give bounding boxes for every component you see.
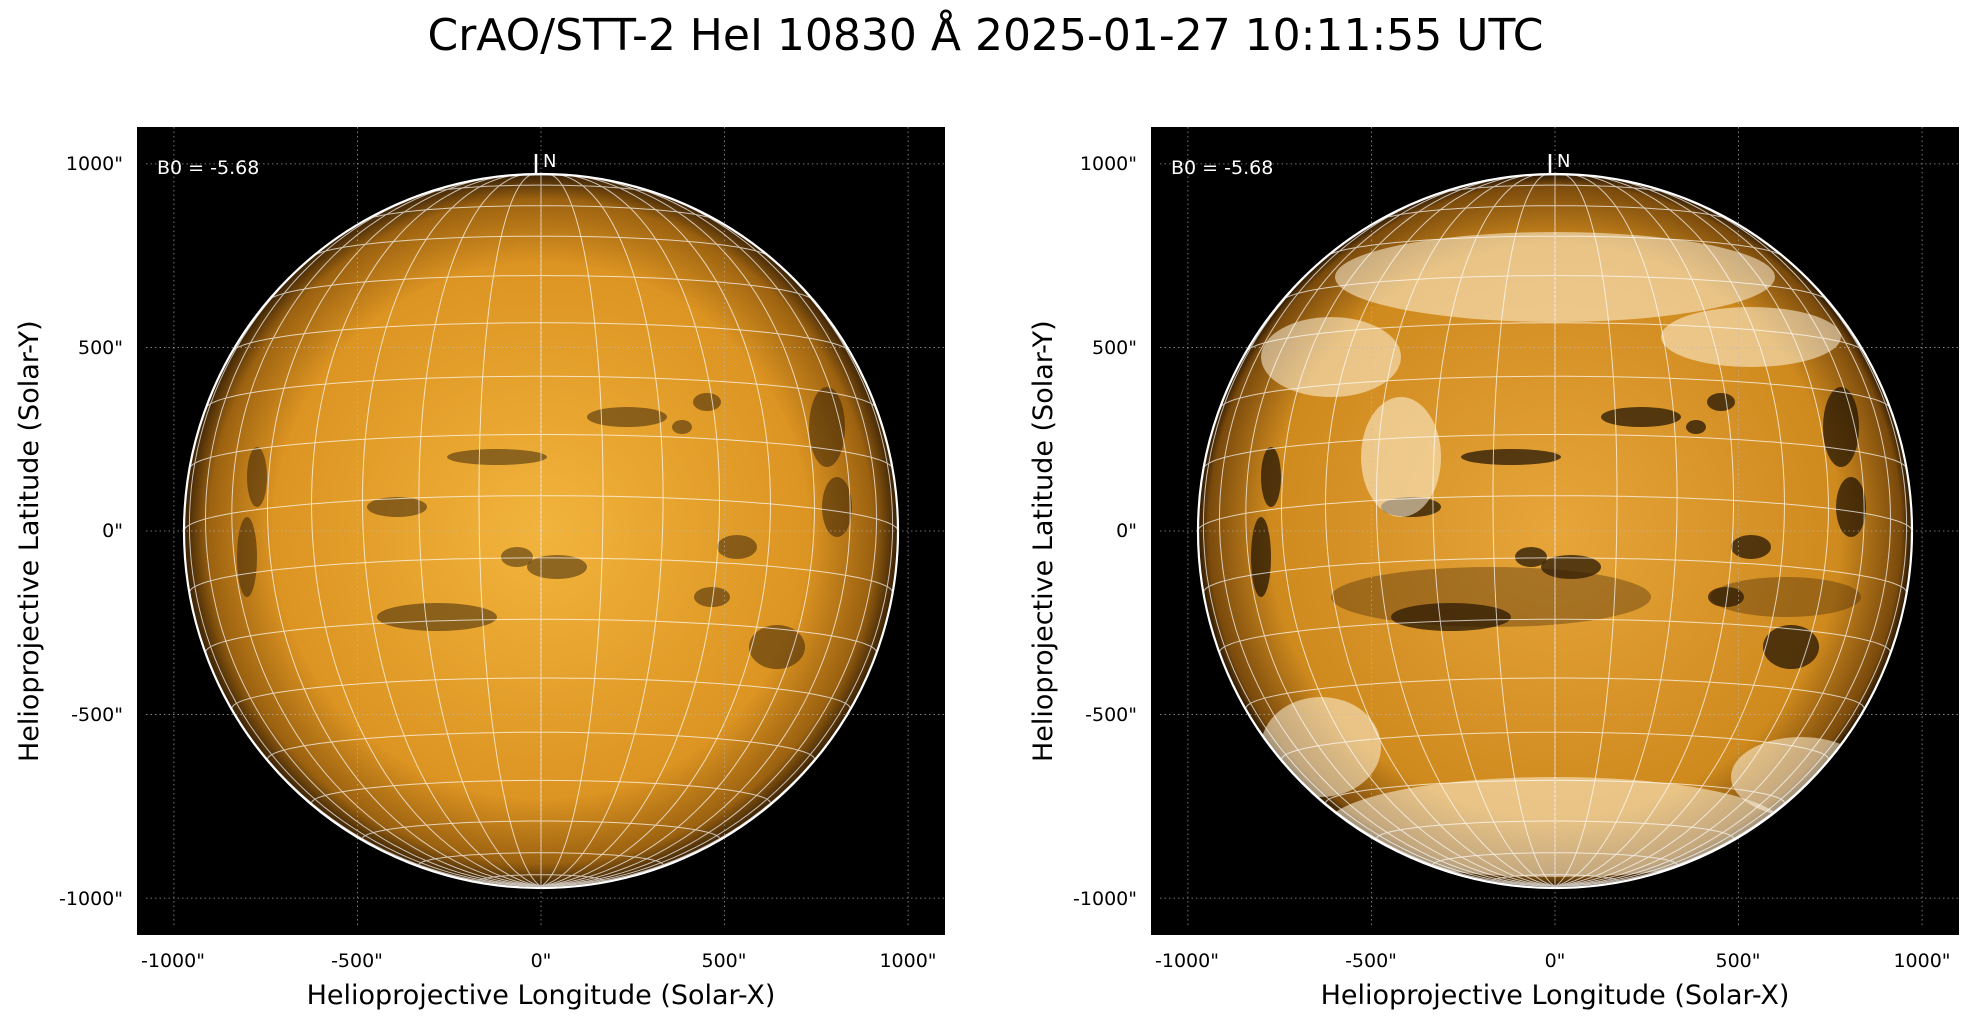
y-tick-label: -500"	[71, 704, 123, 726]
x-tick-label: 1000"	[879, 950, 937, 972]
x-tick-label: 0"	[1544, 950, 1566, 972]
sun-disk-plot: N B0 = -5.68	[137, 127, 945, 935]
x-tick-label: -1000"	[1155, 950, 1219, 972]
x-tick-label: -1000"	[141, 950, 205, 972]
sun-disk-plot: N B0 = -5.68	[1151, 127, 1959, 935]
y-tick-label: 1000"	[1079, 153, 1137, 175]
figure-title: CrAO/STT-2 HeI 10830 Å 2025-01-27 10:11:…	[427, 10, 1544, 61]
solar-image-right: N B0 = -5.68	[1151, 127, 1959, 935]
x-tick-label: 1000"	[1893, 950, 1951, 972]
y-tick-label: 500"	[77, 337, 123, 359]
solar-image-left: N B0 = -5.68	[137, 127, 945, 935]
y-tick-label: 1000"	[65, 153, 123, 175]
y-tick-label: 500"	[1091, 337, 1137, 359]
axis-ticks	[137, 163, 909, 935]
y-tick-label: -500"	[1085, 704, 1137, 726]
north-marker-label: N	[1557, 151, 1570, 172]
y-tick-label: -1000"	[1073, 888, 1137, 910]
x-axis-label: Helioprojective Longitude (Solar-X)	[1320, 980, 1790, 1011]
x-tick-label: -500"	[331, 950, 383, 972]
x-tick-label: 0"	[530, 950, 552, 972]
y-tick-label: 0"	[1116, 520, 1137, 542]
x-tick-label: 500"	[701, 950, 747, 972]
north-marker-label: N	[543, 151, 556, 172]
axis-ticks	[1151, 163, 1923, 935]
y-tick-label: -1000"	[59, 888, 123, 910]
x-axis-label: Helioprojective Longitude (Solar-X)	[306, 980, 776, 1011]
surface-features	[237, 387, 852, 669]
b0-annotation: B0 = -5.68	[1171, 157, 1273, 179]
x-tick-label: 500"	[1715, 950, 1761, 972]
y-tick-label: 0"	[102, 520, 123, 542]
x-tick-label: -500"	[1345, 950, 1397, 972]
heliographic-grid	[1198, 174, 1912, 887]
b0-annotation: B0 = -5.68	[157, 157, 259, 179]
